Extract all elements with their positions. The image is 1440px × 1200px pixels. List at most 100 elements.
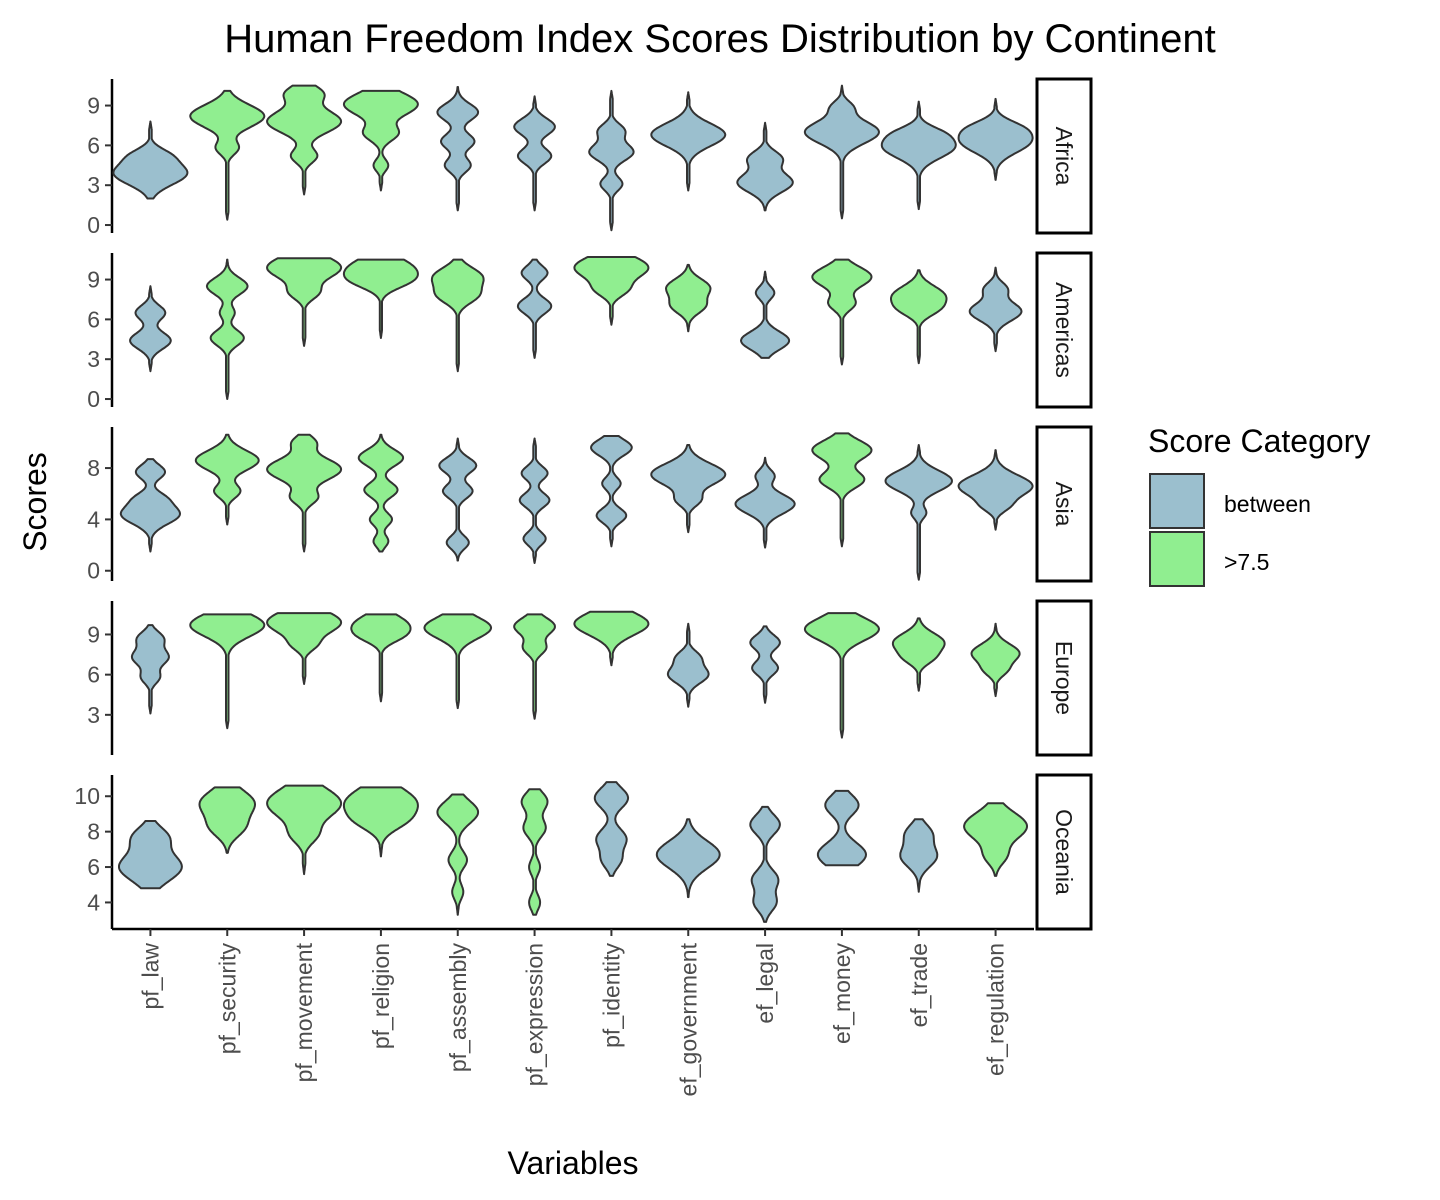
violin-oceania-ef-government — [655, 818, 721, 899]
y-tick-label: 8 — [87, 819, 100, 845]
x-tick-label: pf_identity — [598, 943, 624, 1048]
x-tick-label: pf_law — [137, 943, 163, 1010]
facet-panels: 0 3 6 9 Africa 0 3 6 9 Americas 0 4 8 Asia 3 6 9 Europe 4 6… — [74, 77, 1093, 931]
facet-asia: 0 4 8 Asia — [87, 425, 1093, 584]
legend-title: Score Category — [1148, 423, 1370, 459]
violin-asia-pf-expression — [518, 437, 551, 564]
strip-label: Asia — [1051, 482, 1077, 527]
legend-key-above — [1149, 531, 1205, 587]
y-tick-label: 9 — [87, 621, 100, 647]
violin-americas-ef-regulation — [968, 266, 1023, 353]
violin-africa-ef-money — [803, 84, 880, 220]
violin-asia-pf-identity — [590, 435, 633, 548]
y-tick-label: 0 — [87, 558, 100, 584]
violin-oceania-ef-money — [816, 789, 867, 867]
violin-americas-ef-government — [665, 263, 712, 333]
legend: Score Category between >7.5 — [1148, 423, 1370, 587]
y-tick-label: 3 — [87, 702, 100, 728]
violin-americas-pf-expression — [516, 258, 553, 359]
y-tick-label: 3 — [87, 346, 100, 372]
y-tick-label: 6 — [87, 662, 100, 688]
violin-africa-ef-government — [650, 91, 727, 192]
strip-label: Europe — [1051, 641, 1077, 715]
violin-asia-pf-religion — [357, 433, 405, 553]
violin-africa-pf-identity — [588, 89, 635, 232]
x-tick-label: ef_trade — [906, 943, 932, 1027]
x-axis-title: Variables — [507, 1145, 638, 1181]
legend-label-above: >7.5 — [1224, 549, 1269, 575]
x-tick-label: pf_religion — [368, 943, 394, 1049]
violin-oceania-ef-trade — [899, 818, 939, 893]
facet-americas: 0 3 6 9 Americas — [87, 251, 1093, 412]
violin-americas-pf-identity — [573, 256, 650, 326]
facet-africa: 0 3 6 9 Africa — [87, 77, 1093, 238]
violin-africa-pf-security — [189, 89, 266, 221]
violin-americas-pf-security — [205, 258, 249, 400]
y-tick-label: 6 — [87, 854, 100, 880]
y-tick-label: 6 — [87, 132, 100, 158]
y-tick-label: 0 — [87, 212, 100, 238]
violin-oceania-pf-movement — [266, 784, 343, 876]
y-tick-label: 4 — [87, 506, 100, 532]
violin-oceania-pf-identity — [593, 781, 630, 877]
violin-africa-pf-law — [112, 120, 189, 200]
violin-oceania-pf-religion — [342, 786, 419, 858]
violin-americas-pf-assembly — [430, 258, 485, 373]
strip-label: Americas — [1051, 282, 1077, 378]
violin-oceania-pf-law — [118, 820, 183, 890]
legend-key-between — [1149, 473, 1205, 529]
violin-europe-pf-assembly — [423, 613, 493, 710]
x-tick-label: ef_legal — [752, 943, 778, 1024]
violin-asia-ef-government — [650, 444, 727, 534]
violin-asia-pf-law — [119, 458, 181, 553]
violin-africa-pf-expression — [513, 95, 556, 212]
violin-asia-ef-regulation — [957, 449, 1034, 531]
violin-asia-pf-movement — [266, 433, 343, 553]
y-tick-label: 9 — [87, 267, 100, 293]
y-tick-label: 10 — [74, 783, 100, 809]
violin-asia-ef-trade — [884, 444, 953, 581]
chart-title: Human Freedom Index Scores Distribution … — [224, 17, 1216, 61]
strip-label: Oceania — [1051, 809, 1077, 895]
violin-asia-pf-assembly — [438, 437, 478, 562]
y-axis-title: Scores — [17, 452, 53, 552]
y-tick-label: 9 — [87, 93, 100, 119]
violin-africa-pf-assembly — [436, 86, 480, 212]
legend-label-between: between — [1224, 491, 1311, 517]
x-tick-label: ef_government — [675, 942, 701, 1096]
violin-oceania-pf-assembly — [436, 793, 480, 916]
strip-asia — [1035, 425, 1093, 583]
violin-europe-pf-law — [130, 624, 170, 715]
facet-oceania: 4 6 8 10 Oceania — [74, 773, 1093, 931]
violin-americas-ef-trade — [890, 269, 948, 365]
y-tick-label: 3 — [87, 172, 100, 198]
x-tick-label: ef_regulation — [983, 943, 1009, 1076]
y-tick-label: 0 — [87, 386, 100, 412]
x-tick-label: pf_movement — [291, 942, 317, 1082]
strip-europe — [1035, 599, 1093, 757]
violin-europe-ef-regulation — [970, 622, 1021, 698]
violin-europe-ef-trade — [891, 617, 946, 692]
x-tick-label: pf_expression — [522, 943, 548, 1086]
violin-africa-pf-movement — [266, 84, 343, 196]
y-tick-label: 4 — [87, 889, 100, 915]
violin-americas-pf-religion — [342, 258, 419, 339]
violin-asia-ef-money — [811, 432, 873, 548]
violin-oceania-ef-regulation — [963, 802, 1028, 877]
violin-europe-pf-movement — [266, 612, 343, 685]
violin-europe-pf-expression — [513, 613, 556, 720]
violin-oceania-ef-legal — [749, 805, 781, 923]
strip-label: Africa — [1051, 127, 1077, 186]
violin-oceania-pf-security — [198, 786, 256, 854]
violin-europe-pf-identity — [573, 610, 650, 667]
strip-africa — [1035, 77, 1093, 235]
violin-africa-ef-legal — [736, 121, 794, 212]
violin-americas-ef-money — [811, 258, 873, 366]
violin-europe-pf-security — [189, 613, 266, 730]
facet-europe: 3 6 9 Europe — [87, 599, 1093, 757]
violin-asia-ef-legal — [734, 456, 796, 549]
violin-europe-ef-money — [803, 612, 880, 739]
violin-africa-ef-regulation — [957, 97, 1034, 181]
violin-africa-pf-religion — [342, 89, 419, 192]
